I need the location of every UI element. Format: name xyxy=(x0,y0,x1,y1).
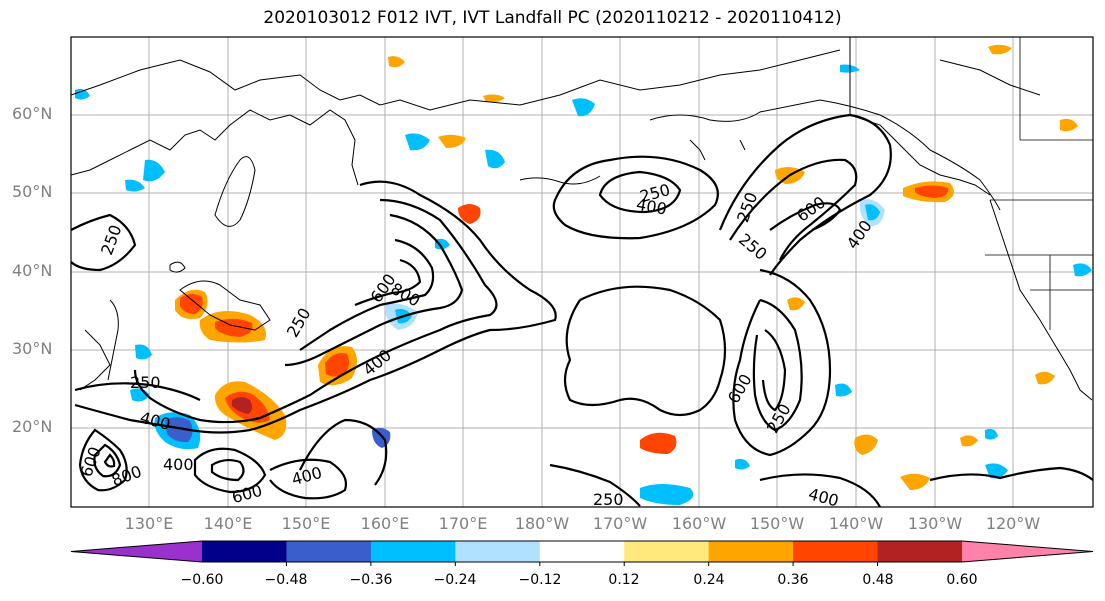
positive-anomaly xyxy=(960,435,978,447)
colorbar-tick-label: 0.60 xyxy=(946,572,978,588)
lon-label: 130°W xyxy=(907,514,963,533)
positive-anomaly xyxy=(988,44,1012,55)
negative-anomaly xyxy=(640,484,694,505)
lon-label: 130°E xyxy=(124,514,174,533)
colorbar-tick-label: −0.36 xyxy=(349,572,393,588)
negative-anomaly xyxy=(143,159,165,182)
positive-anomaly xyxy=(180,293,203,314)
colorbar-segment xyxy=(539,541,625,562)
colorbar-tick-label: 0.48 xyxy=(862,572,894,588)
colorbar-tick-label: −0.48 xyxy=(264,572,308,588)
colorbar-segment xyxy=(793,541,879,562)
positive-anomaly xyxy=(854,434,878,455)
colorbar-tick-label: 0.36 xyxy=(777,572,809,588)
colorbar-segment xyxy=(877,541,963,562)
lat-label-30n: 30°N xyxy=(12,339,53,358)
negative-anomaly xyxy=(1073,263,1092,277)
lon-label: 160°E xyxy=(360,514,410,533)
colorbar-extend-min xyxy=(71,541,202,562)
negative-anomaly xyxy=(735,458,750,470)
negative-anomaly xyxy=(485,149,505,169)
positive-anomaly xyxy=(787,297,805,311)
positive-anomaly xyxy=(458,204,481,224)
colorbar xyxy=(70,540,1094,566)
positive-anomaly xyxy=(483,94,505,103)
lon-label: 160°W xyxy=(671,514,727,533)
colorbar-segment xyxy=(370,541,456,562)
negative-anomaly xyxy=(125,179,145,192)
positive-anomaly xyxy=(438,134,466,148)
colorbar-segment xyxy=(286,541,372,562)
colorbar-segment xyxy=(624,541,710,562)
ivt-contours xyxy=(71,113,1093,507)
colorbar-extend-max xyxy=(962,541,1093,562)
coastlines xyxy=(71,37,1093,401)
lon-label: 120°W xyxy=(985,514,1041,533)
negative-anomaly xyxy=(985,463,1008,479)
negative-anomaly xyxy=(75,88,90,100)
negative-anomaly xyxy=(435,238,450,250)
negative-anomaly xyxy=(865,204,880,221)
positive-anomaly xyxy=(325,353,350,377)
colorbar-segment xyxy=(455,541,541,562)
colorbar-segment xyxy=(202,541,287,562)
colorbar-tick-label: 0.12 xyxy=(608,572,640,588)
positive-anomaly xyxy=(215,318,253,337)
positive-anomaly xyxy=(640,432,677,454)
colorbar-outline xyxy=(70,540,1094,563)
colorbar-tick-label: −0.24 xyxy=(433,572,477,588)
positive-anomaly xyxy=(900,473,930,490)
colorbar-segment xyxy=(708,541,794,562)
map-title: 2020103012 F012 IVT, IVT Landfall PC (20… xyxy=(263,8,842,28)
positive-anomaly xyxy=(915,185,949,198)
lon-label: 150°W xyxy=(749,514,805,533)
colorbar-tick-label: −0.60 xyxy=(180,572,224,588)
colorbar-tick-label: 0.24 xyxy=(693,572,725,588)
lon-label: 140°E xyxy=(203,514,253,533)
lon-label: 170°W xyxy=(592,514,648,533)
contour-label: 250 xyxy=(130,373,161,392)
contour-label: 250 xyxy=(593,490,624,509)
negative-anomaly xyxy=(985,428,998,440)
map-frame xyxy=(70,36,1094,508)
lat-label-20n: 20°N xyxy=(12,417,53,436)
negative-anomaly xyxy=(405,133,430,151)
lat-label-60n: 60°N xyxy=(12,104,53,123)
positive-anomaly xyxy=(232,397,253,414)
lon-label: 150°E xyxy=(281,514,331,533)
negative-anomaly xyxy=(165,417,193,443)
positive-anomaly xyxy=(1060,118,1078,132)
negative-anomaly xyxy=(572,98,595,117)
lon-label: 180°W xyxy=(514,514,570,533)
lon-label: 140°W xyxy=(828,514,884,533)
negative-anomaly xyxy=(835,383,852,397)
negative-anomaly xyxy=(135,344,152,360)
lat-label-40n: 40°N xyxy=(12,261,53,280)
positive-anomaly xyxy=(1035,371,1055,385)
contour-label: 400 xyxy=(163,455,194,474)
lat-label-50n: 50°N xyxy=(12,182,53,201)
positive-anomaly xyxy=(388,56,405,68)
lon-label: 170°E xyxy=(438,514,488,533)
colorbar-tick-label: −0.12 xyxy=(518,572,562,588)
